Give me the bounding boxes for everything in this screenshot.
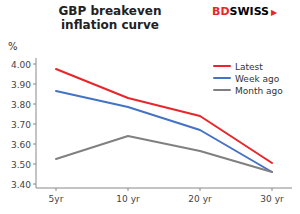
series-line xyxy=(56,136,272,172)
logo-part: SWISS xyxy=(230,5,270,18)
y-axis-line xyxy=(36,58,37,188)
y-tick xyxy=(33,184,36,185)
legend-swatch xyxy=(214,65,230,67)
x-tick-label: 5yr xyxy=(49,194,64,204)
y-tick xyxy=(33,104,36,105)
x-tick xyxy=(200,188,201,191)
y-tick-label: 3.60 xyxy=(11,140,31,150)
legend-label: Week ago xyxy=(235,74,280,84)
logo-part: ▶ xyxy=(271,8,278,17)
y-axis-label: % xyxy=(8,41,18,52)
y-tick-label: 3.40 xyxy=(11,180,31,190)
x-axis-line xyxy=(36,188,292,189)
title: GBP breakeveninflation curve xyxy=(58,4,161,32)
y-tick-label: 3.70 xyxy=(11,120,31,130)
legend-swatch xyxy=(214,77,230,79)
title-line: GBP breakeven xyxy=(58,4,161,18)
plot-area xyxy=(56,69,272,172)
y-tick xyxy=(33,164,36,165)
legend-label: Month ago xyxy=(235,86,283,96)
x-tick-label: 30 yr xyxy=(260,194,284,204)
x-tick-label: 10 yr xyxy=(116,194,140,204)
series-line xyxy=(56,91,272,172)
y-tick-label: 3.90 xyxy=(11,80,31,90)
x-tick xyxy=(128,188,129,191)
x-tick xyxy=(272,188,273,191)
legend: Latest Week ago Month ago xyxy=(214,62,283,96)
y-tick xyxy=(33,84,36,85)
title-line: inflation curve xyxy=(61,18,159,32)
legend-label: Latest xyxy=(235,62,263,72)
y-tick xyxy=(33,64,36,65)
legend-swatch xyxy=(214,89,230,91)
chart: GBP breakeveninflation curve BDSWISS▶% 3.4… xyxy=(0,0,300,214)
y-tick-label: 3.50 xyxy=(11,160,31,170)
y-tick-label: 4.00 xyxy=(11,60,31,70)
y-tick xyxy=(33,124,36,125)
logo: BDSWISS▶ xyxy=(212,5,278,18)
x-tick-label: 20 yr xyxy=(188,194,212,204)
y-tick xyxy=(33,144,36,145)
logo-part: BD xyxy=(212,5,230,18)
x-tick xyxy=(56,188,57,191)
y-tick-label: 3.80 xyxy=(11,100,31,110)
